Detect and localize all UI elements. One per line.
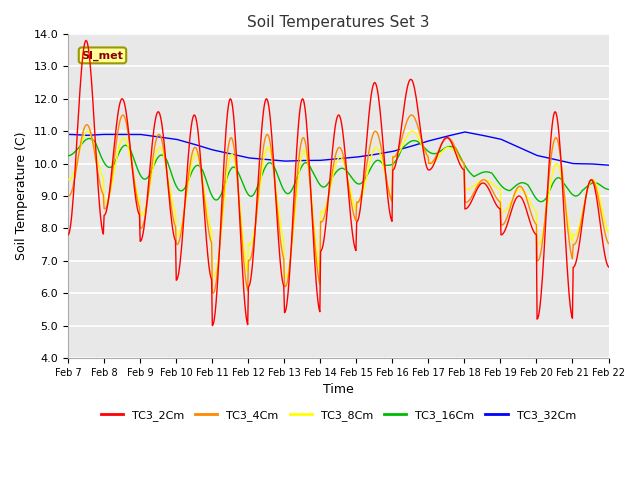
Line: TC3_8Cm: TC3_8Cm	[68, 131, 609, 277]
TC3_4Cm	[408, 112, 415, 118]
TC3_2Cm	[185, 144, 193, 150]
Text: SI_met: SI_met	[81, 50, 124, 60]
TC3_4Cm	[404, 115, 412, 120]
Line: TC3_2Cm: TC3_2Cm	[68, 40, 609, 325]
Y-axis label: Soil Temperature (C): Soil Temperature (C)	[15, 132, 28, 260]
TC3_16Cm	[74, 146, 82, 152]
TC3_8Cm	[605, 230, 612, 236]
TC3_4Cm	[129, 171, 137, 177]
TC3_2Cm	[131, 183, 138, 189]
TC3_16Cm	[131, 157, 138, 163]
TC3_32Cm	[213, 148, 221, 154]
TC3_16Cm	[185, 176, 193, 181]
TC3_4Cm	[421, 148, 429, 154]
TC3_32Cm	[461, 129, 468, 135]
TC3_32Cm	[404, 144, 412, 150]
TC3_8Cm	[408, 128, 416, 134]
TC3_16Cm	[404, 140, 412, 145]
TC3_2Cm	[82, 37, 90, 43]
TC3_2Cm	[74, 122, 82, 128]
TC3_8Cm	[184, 180, 192, 186]
TC3_2Cm	[214, 266, 222, 272]
Line: TC3_4Cm: TC3_4Cm	[68, 115, 609, 293]
TC3_8Cm	[214, 261, 221, 267]
TC3_4Cm	[209, 290, 217, 296]
TC3_2Cm	[64, 232, 72, 238]
TC3_16Cm	[420, 145, 428, 151]
TC3_8Cm	[210, 274, 218, 280]
TC3_2Cm	[209, 323, 216, 328]
X-axis label: Time: Time	[323, 383, 354, 396]
TC3_4Cm	[74, 157, 82, 163]
Line: TC3_16Cm: TC3_16Cm	[68, 139, 609, 202]
TC3_8Cm	[421, 149, 429, 155]
TC3_4Cm	[605, 240, 612, 246]
TC3_4Cm	[214, 267, 221, 273]
TC3_8Cm	[129, 172, 137, 178]
TC3_4Cm	[64, 193, 72, 199]
TC3_16Cm	[214, 197, 221, 203]
TC3_32Cm	[605, 162, 612, 168]
TC3_16Cm	[85, 136, 93, 142]
TC3_32Cm	[129, 132, 137, 137]
TC3_8Cm	[74, 156, 82, 161]
TC3_2Cm	[421, 158, 429, 164]
Legend: TC3_2Cm, TC3_4Cm, TC3_8Cm, TC3_16Cm, TC3_32Cm: TC3_2Cm, TC3_4Cm, TC3_8Cm, TC3_16Cm, TC3…	[96, 406, 580, 425]
TC3_2Cm	[406, 78, 413, 84]
TC3_4Cm	[184, 174, 192, 180]
Title: Soil Temperatures Set 3: Soil Temperatures Set 3	[247, 15, 429, 30]
TC3_32Cm	[74, 132, 82, 138]
TC3_8Cm	[404, 131, 412, 137]
TC3_32Cm	[184, 140, 192, 145]
TC3_16Cm	[64, 153, 72, 158]
TC3_8Cm	[64, 176, 72, 182]
TC3_32Cm	[420, 140, 428, 145]
TC3_16Cm	[537, 199, 545, 204]
Line: TC3_32Cm: TC3_32Cm	[68, 132, 609, 165]
TC3_16Cm	[605, 187, 612, 192]
TC3_2Cm	[605, 264, 612, 270]
TC3_32Cm	[64, 132, 72, 137]
